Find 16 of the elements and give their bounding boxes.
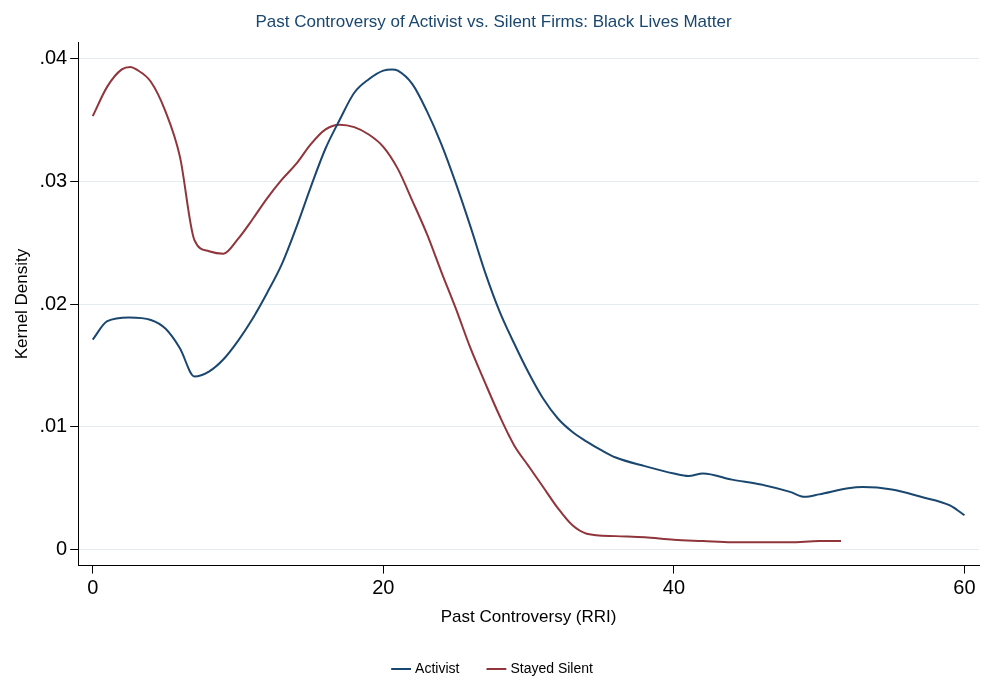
y-axis-title: Kernel Density [11,248,31,360]
y-tick-label: .03 [39,168,68,191]
legend-label: Stayed Silent [510,659,594,676]
x-tick-label: 0 [87,576,99,599]
y-tick-label: .01 [39,414,68,437]
x-tick-label: 40 [662,576,686,599]
chart-title: Past Controversy of Activist vs. Silent Firms: Black Lives Matter [255,11,732,31]
y-tick-label: .02 [39,291,68,314]
y-tick-label: 0 [56,537,68,560]
line-series [91,68,966,517]
y-tick-label: .04 [39,45,68,68]
x-tick-label: 60 [953,576,976,599]
x-tick-label: 20 [372,576,395,599]
legend-label: Activist [415,659,460,676]
line-series [91,65,842,544]
x-axis-title: Past Controversy (RRI) [440,607,617,627]
